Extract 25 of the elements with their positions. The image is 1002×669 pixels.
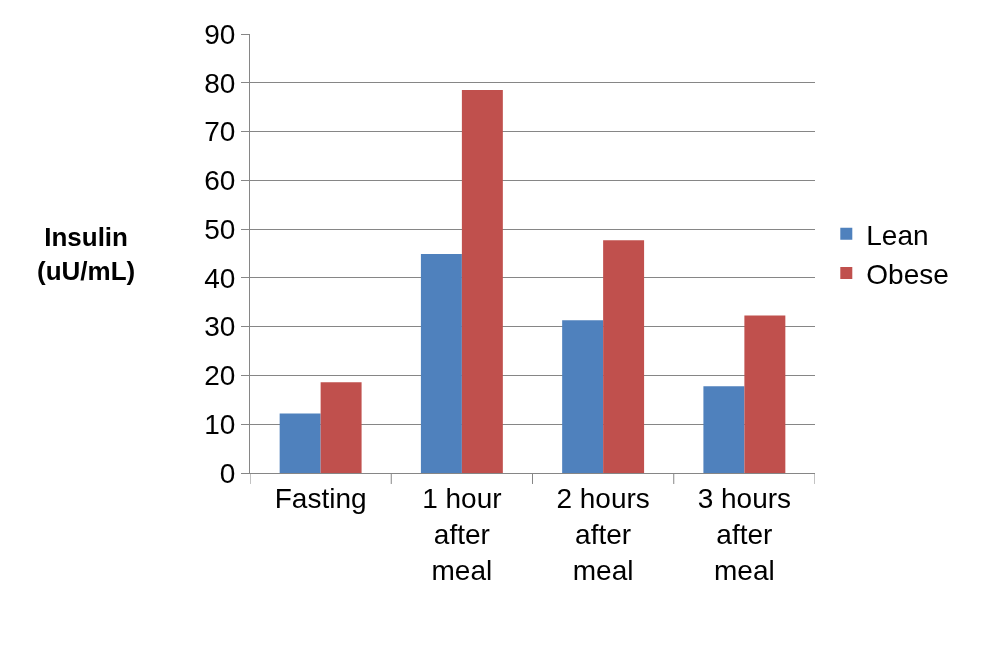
x-tick-label: 1 hour after meal	[422, 482, 502, 587]
y-tick-label: 30	[204, 311, 236, 343]
y-tick-label: 80	[204, 67, 236, 99]
bar	[279, 413, 321, 473]
legend-label: Lean	[866, 219, 929, 251]
x-tick-label: 3 hours after meal	[697, 482, 792, 587]
bar	[320, 382, 362, 473]
y-tick-label: 50	[204, 213, 236, 245]
bar	[420, 253, 462, 473]
y-tick-label: 0	[219, 457, 236, 489]
bar	[703, 386, 745, 473]
y-tick-label: 10	[204, 409, 236, 441]
x-tick-label: Fasting	[274, 482, 367, 514]
y-tick-label: 20	[204, 360, 236, 392]
bar	[603, 240, 645, 473]
y-tick-label: 90	[204, 18, 236, 50]
bar	[562, 320, 604, 473]
y-axis-title: Insulin (uU/mL)	[37, 222, 136, 286]
bar	[744, 315, 786, 473]
y-tick-label: 40	[204, 262, 236, 294]
bar	[461, 90, 503, 473]
legend-label: Obese	[866, 259, 949, 291]
y-tick-label: 70	[204, 116, 236, 148]
x-tick-label: 2 hours after meal	[556, 482, 650, 587]
y-tick-label: 60	[204, 165, 236, 197]
